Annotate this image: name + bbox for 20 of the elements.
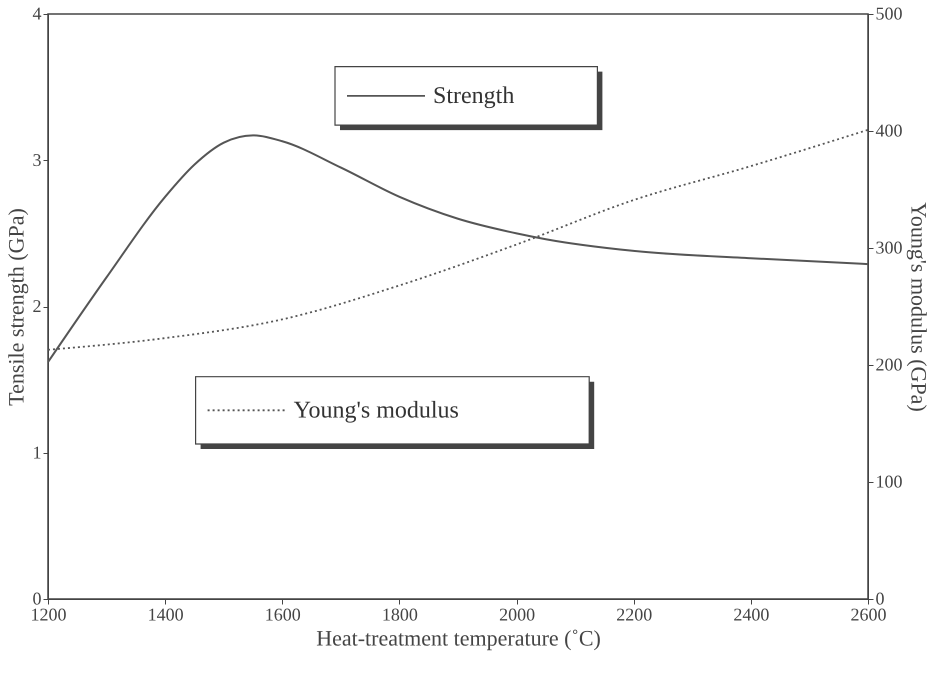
- x-tick-label: 1800: [382, 604, 418, 624]
- legend-label: Young's modulus: [294, 397, 459, 424]
- y2-tick-label: 200: [876, 354, 902, 374]
- y-tick-label: 2: [32, 296, 42, 316]
- y2-tick-label: 400: [876, 120, 902, 140]
- y-tick-label: 3: [32, 150, 42, 170]
- y2-tick-label: 500: [876, 4, 902, 24]
- y-axis-title: Tensile strength (GPa): [4, 208, 28, 406]
- y2-axis-title: Young's modulus (GPa): [906, 202, 932, 412]
- y2-tick-label: 300: [876, 238, 902, 258]
- x-tick-label: 2000: [499, 604, 536, 624]
- x-tick-label: 1600: [264, 604, 301, 624]
- y-tick-label: 4: [32, 4, 42, 24]
- y2-tick-label: 100: [876, 472, 902, 492]
- x-tick-label: 2200: [616, 604, 652, 624]
- legend-label: Strength: [433, 82, 514, 109]
- x-tick-label: 2400: [733, 604, 770, 624]
- y-tick-label: 1: [32, 442, 42, 462]
- x-axis-title: Heat-treatment temperature (˚C): [316, 626, 601, 650]
- x-tick-label: 1400: [148, 604, 184, 624]
